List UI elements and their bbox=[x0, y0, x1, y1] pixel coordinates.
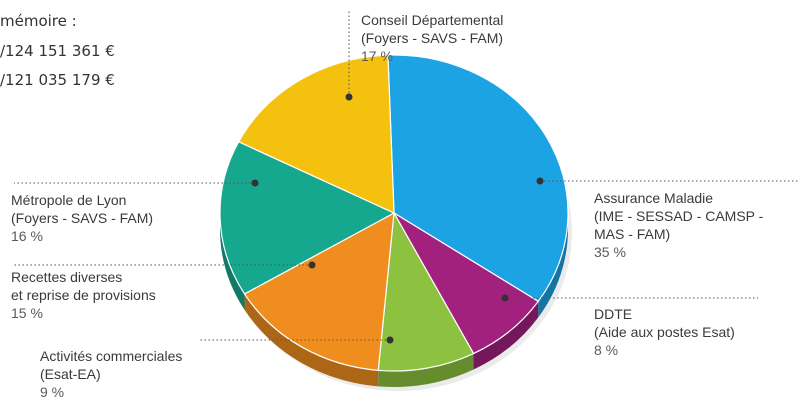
label-line: Métropole de Lyon bbox=[11, 192, 127, 208]
pie-slice-metropole-de-lyon bbox=[219, 140, 396, 295]
leader-dot-activites-commerciales bbox=[386, 336, 394, 344]
label-percent: 8 % bbox=[594, 342, 619, 358]
label-line: MAS - FAM) bbox=[594, 226, 671, 242]
pie-slice-activites-commerciales bbox=[377, 211, 475, 372]
leader-dot-metropole-de-lyon bbox=[251, 179, 259, 187]
label-percent: 17 % bbox=[361, 48, 393, 64]
label-metropole-de-lyon: Métropole de Lyon (Foyers - SAVS - FAM) … bbox=[11, 191, 153, 245]
pie-side-recettes-diverses bbox=[244, 293, 379, 387]
pie-slice-assurance-maladie bbox=[387, 54, 569, 303]
label-line: Assurance Maladie bbox=[594, 190, 714, 206]
pie-side-activites-commerciales bbox=[378, 353, 474, 387]
leader-dot-assurance-maladie bbox=[536, 177, 544, 185]
label-line: (Esat-EA) bbox=[40, 366, 101, 382]
label-line: (IME - SESSAD - CAMSP - bbox=[594, 208, 764, 224]
label-line: DDTE bbox=[594, 306, 633, 322]
label-ddte: DDTE (Aide aux postes Esat) 8 % bbox=[594, 305, 735, 359]
leader-dot-recettes-diverses bbox=[308, 261, 316, 269]
leader-lines bbox=[12, 10, 800, 344]
label-percent: 16 % bbox=[11, 228, 43, 244]
label-line: Activités commerciales bbox=[40, 348, 183, 364]
memo-value-1: /124 151 361 € bbox=[0, 42, 115, 60]
label-line: Conseil Départemental bbox=[361, 12, 504, 28]
label-line: (Aide aux postes Esat) bbox=[594, 324, 735, 340]
label-line: (Foyers - SAVS - FAM) bbox=[11, 210, 154, 226]
pie-slices bbox=[219, 54, 569, 372]
pie-slice-recettes-diverses bbox=[243, 211, 395, 371]
label-line: (Foyers - SAVS - FAM) bbox=[361, 30, 504, 46]
label-line: Recettes diverses bbox=[11, 269, 123, 285]
memo-title: mémoire : bbox=[0, 12, 77, 30]
leader-dot-ddte bbox=[501, 294, 509, 302]
pie-side-ddte bbox=[473, 301, 539, 370]
pie-slice-conseil-departemental bbox=[237, 54, 395, 214]
label-percent: 15 % bbox=[11, 305, 43, 321]
pie-side-metropole-de-lyon bbox=[220, 213, 245, 310]
label-conseil-departemental: Conseil Départemental (Foyers - SAVS - F… bbox=[361, 11, 503, 65]
label-activites-commerciales: Activités commerciales (Esat-EA) 9 % bbox=[40, 347, 182, 401]
label-percent: 35 % bbox=[594, 244, 626, 260]
label-percent: 9 % bbox=[40, 384, 65, 400]
label-recettes-diverses: Recettes diverses et reprise de provisio… bbox=[11, 268, 156, 322]
leader-dot-conseil-departemental bbox=[345, 93, 353, 101]
memo-value-2: /121 035 179 € bbox=[0, 71, 115, 89]
label-assurance-maladie: Assurance Maladie (IME - SESSAD - CAMSP … bbox=[594, 189, 763, 261]
label-line: et reprise de provisions bbox=[11, 287, 156, 303]
